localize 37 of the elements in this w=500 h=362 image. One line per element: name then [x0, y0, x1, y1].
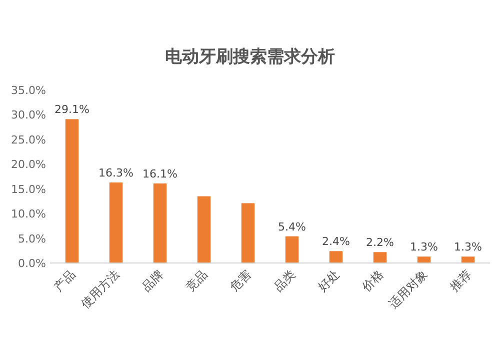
- x-tick-label: 推荐: [447, 267, 474, 294]
- x-tick-label: 使用方法: [78, 267, 122, 312]
- bar: [153, 183, 167, 263]
- bar: [65, 119, 79, 263]
- x-tick-label: 品牌: [139, 267, 166, 294]
- bar: [461, 256, 475, 263]
- y-tick-label: 35.0%: [11, 84, 46, 97]
- x-tick-label: 竞品: [183, 267, 210, 294]
- y-tick-label: 10.0%: [11, 208, 46, 221]
- x-tick-label: 危害: [227, 267, 254, 294]
- bar: [329, 251, 343, 263]
- data-label: 1.3%: [454, 240, 482, 254]
- bar: [241, 203, 255, 263]
- x-tick-label: 适用对象: [386, 267, 430, 312]
- y-tick-label: 15.0%: [11, 182, 46, 196]
- y-tick-label: 0.0%: [18, 257, 46, 270]
- data-label: 5.4%: [278, 220, 306, 234]
- data-label: 1.3%: [410, 240, 438, 254]
- bar: [197, 196, 211, 263]
- x-tick-label: 价格: [358, 267, 386, 295]
- data-label: 2.2%: [366, 236, 394, 250]
- y-tick-label: 25.0%: [11, 133, 46, 146]
- chart-title: 电动牙刷搜索需求分析: [165, 47, 335, 67]
- y-tick-label: 20.0%: [11, 158, 46, 172]
- bar: [109, 182, 123, 263]
- data-label: 16.3%: [98, 166, 134, 180]
- x-tick-label: 品类: [271, 267, 298, 294]
- bar: [285, 236, 299, 263]
- x-tick-label: 产品: [51, 267, 78, 294]
- data-label: 29.1%: [54, 103, 90, 116]
- y-tick-label: 30.0%: [11, 108, 46, 122]
- data-label: 16.1%: [142, 167, 178, 180]
- bar: [417, 256, 431, 263]
- bar: [373, 252, 387, 263]
- data-label: 2.4%: [322, 235, 350, 248]
- y-tick-label: 5.0%: [18, 232, 46, 246]
- x-tick-label: 好处: [315, 267, 342, 294]
